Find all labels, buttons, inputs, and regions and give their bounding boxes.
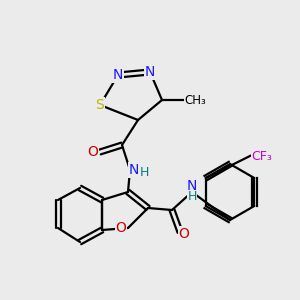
Text: O: O	[116, 221, 126, 235]
Text: N: N	[145, 65, 155, 79]
Text: CF₃: CF₃	[252, 149, 272, 163]
Text: N: N	[129, 163, 139, 177]
Text: S: S	[96, 98, 104, 112]
Text: O: O	[178, 227, 189, 241]
Text: H: H	[187, 190, 197, 203]
Text: CH₃: CH₃	[184, 94, 206, 106]
Text: N: N	[187, 179, 197, 193]
Text: N: N	[113, 68, 123, 82]
Text: H: H	[139, 167, 149, 179]
Text: O: O	[88, 145, 98, 159]
